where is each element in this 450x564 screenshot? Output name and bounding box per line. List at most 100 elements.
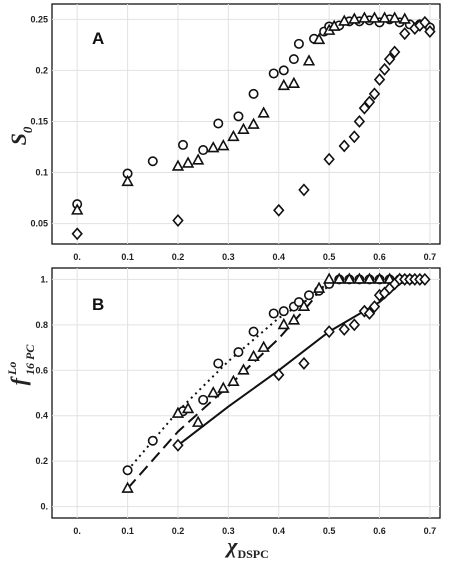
x-axis-label-main: χ [224,533,238,558]
data-point-triangle [368,11,381,23]
y-tick-label: 0.1 [35,168,48,178]
data-point-triangle [277,317,290,330]
x-tick-label: 0.1 [121,252,134,262]
x-tick-label: 0.1 [121,526,134,536]
x-tick-label: 0.2 [172,526,185,536]
data-point-triangle [297,299,311,312]
data-point-diamond [338,322,350,336]
y-axis-label-b-sup: Lo [5,362,19,376]
x-tick-label: 0.6 [373,252,386,262]
data-point-diamond [383,52,396,66]
data-point-triangle [343,272,356,284]
data-point-triangle [287,313,301,325]
data-point-triangle [121,174,134,187]
x-axis-label: χDSPC [224,533,269,561]
data-point-diamond [323,325,335,339]
x-tick-label: 0.7 [424,526,437,536]
data-point-circle [303,290,314,301]
data-point-diamond [368,300,381,314]
data-point-triangle [121,481,134,493]
x-tick-label: 0.3 [222,252,235,262]
y-tick-label: 0.2 [35,65,48,75]
data-point-triangle [181,156,195,168]
panel-b-label: B [92,295,104,314]
data-point-diamond [358,101,371,115]
x-tick-label: 0.6 [373,526,386,536]
data-point-triangle [207,386,220,398]
data-point-diamond [424,25,436,39]
data-point-diamond [373,73,386,87]
data-point-circle [268,308,279,319]
data-point-triangle [237,363,250,375]
data-point-triangle [237,122,250,134]
data-point-circle [122,465,133,476]
data-point-diamond [323,152,335,166]
y-axis-label-a-sub: 0 [20,126,35,133]
x-tick-label: 0.5 [323,526,336,536]
data-point-triangle [71,203,84,215]
data-point-diamond [363,306,376,320]
x-tick-label: 0.2 [172,252,185,262]
x-tick-label: 0.7 [424,252,437,262]
data-point-diamond [363,95,376,109]
data-point-triangle [312,32,326,45]
y-axis-label-a-main: S [6,133,31,145]
data-point-circle [248,326,259,337]
data-point-circle [213,118,224,129]
y-tick-label: 0.15 [30,116,48,126]
data-point-circle [198,394,209,405]
data-point-diamond [298,183,310,197]
data-point-circle [268,68,279,79]
data-point-diamond [298,356,310,370]
panel-b-plot: 0. 0.1 0.2 0.3 0.4 0.5 0.6 0.7 0. 0.2 0.4 0.6 0.8 1. [35,268,440,536]
data-point-circle [178,139,189,150]
data-point-diamond [172,438,184,452]
data-point-circle [278,65,289,76]
data-point-diamond [71,227,83,241]
data-point-triangle [312,281,326,293]
data-point-triangle [348,12,361,24]
data-point-diamond [419,15,431,29]
y-axis-label-b: f Lo 16 PC [5,344,37,386]
data-point-diamond [388,45,401,59]
data-point-diamond [399,27,411,41]
data-point-diamond [273,368,285,382]
data-point-triangle [373,272,386,284]
data-point-diamond [353,114,366,128]
y-tick-label: 0.4 [35,411,48,421]
data-point-triangle [171,406,185,418]
data-point-circle [288,54,299,65]
data-point-diamond [273,203,285,217]
data-point-circle [213,358,224,369]
data-point-circle [233,347,244,358]
data-point-diamond [368,87,381,101]
x-tick-label: 0.4 [272,252,285,262]
data-point-circle [233,111,244,122]
data-point-triangle [247,349,260,362]
y-tick-label: 0.05 [30,219,48,229]
data-point-triangle [247,117,260,129]
data-point-triangle [191,415,205,427]
y-axis-label-b-sub: 16 PC [23,344,37,375]
data-point-diamond [338,139,350,153]
data-point-circle [278,306,289,317]
data-point-triangle [227,374,240,387]
data-point-triangle [378,11,391,23]
data-point-triangle [257,106,270,118]
y-tick-label: 0.6 [35,365,48,375]
y-tick-label: 0.8 [35,320,48,330]
data-point-triangle [353,272,366,284]
x-tick-label: 0.3 [222,526,235,536]
y-tick-label: 1. [40,274,48,284]
data-point-triangle [333,272,346,284]
data-point-diamond [348,318,361,332]
data-point-triangle [302,54,316,66]
y-tick-label: 0.25 [30,14,48,24]
data-point-triangle [338,14,351,26]
data-point-circle [198,145,209,156]
x-axis-label-sub: DSPC [237,547,268,561]
data-point-triangle [358,11,371,23]
y-tick-label: 0.2 [35,456,48,466]
data-point-triangle [207,141,220,153]
